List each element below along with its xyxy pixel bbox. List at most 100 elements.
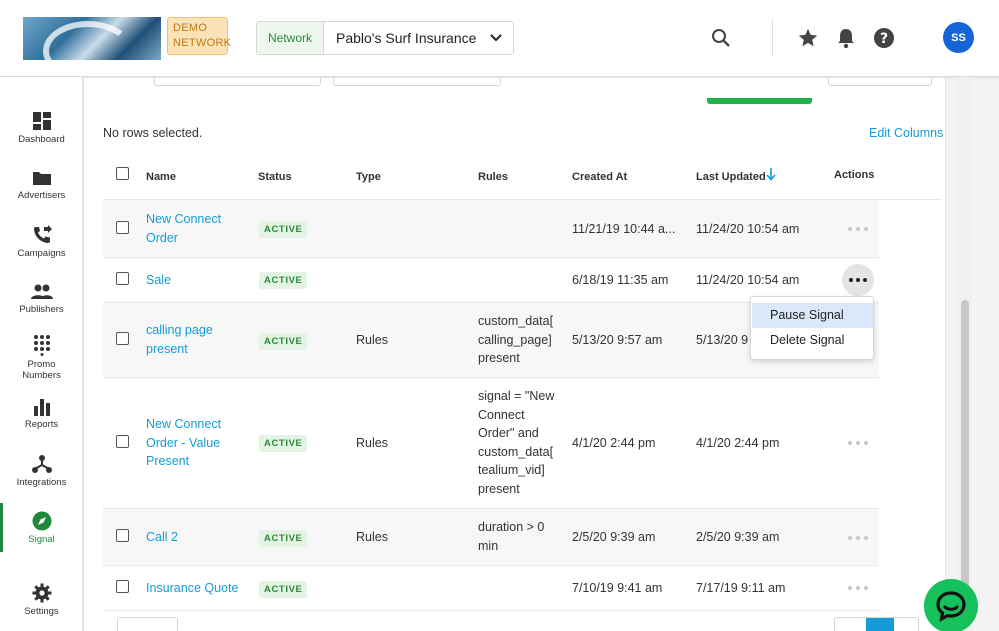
status-badge: ACTIVE [259,530,308,547]
sidebar-item-reports[interactable]: Reports [0,385,83,442]
created-at-cell: 4/1/20 2:44 pm [572,436,656,450]
status-badge: ACTIVE [259,221,308,238]
sidebar-item-label: Publishers [19,303,64,315]
status-badge: ACTIVE [259,435,308,452]
last-updated-cell: 11/24/20 10:54 am [696,273,800,287]
row-checkbox[interactable] [116,221,129,234]
signal-name-link[interactable]: New Connect Order [146,212,222,245]
sidebar: Dashboard Advertisers Campaigns Publishe… [0,77,83,631]
sidebar-item-campaigns[interactable]: Campaigns [0,213,83,270]
hub-icon [31,454,52,473]
demo-network-badge: DEMO NETWORK [167,17,231,55]
created-at-cell: 6/18/19 11:35 am [572,273,669,287]
row-actions-button[interactable] [848,535,868,541]
chevron-down-icon [479,22,513,54]
primary-button-stub[interactable] [707,98,812,104]
filter-input-stub[interactable] [154,78,321,86]
bar-chart-icon [33,398,50,416]
row-checkbox[interactable] [116,272,129,285]
last-updated-cell: 11/24/20 10:54 am [696,222,800,236]
sidebar-item-advertisers[interactable]: Advertisers [0,156,83,213]
signal-name-link[interactable]: Insurance Quote [146,581,239,595]
row-checkbox[interactable] [116,529,129,542]
row-actions-button[interactable] [848,226,868,232]
column-header-actions: Actions [834,169,875,181]
row-actions-button[interactable] [842,264,874,296]
signal-name-link[interactable]: Sale [146,273,172,287]
brand-logo[interactable] [23,17,161,60]
sidebar-item-integrations[interactable]: Integrations [0,442,83,499]
star-icon[interactable] [796,26,820,50]
rules-cell: signal = "New Connect Order" and custom_… [478,389,555,496]
phone-forward-icon [33,224,52,243]
sidebar-item-label: Signal [28,533,55,545]
pagination-stub[interactable] [834,617,919,631]
pause-signal-menu-item[interactable]: Pause Signal [752,303,873,328]
table-row: calling page present ACTIVE Rules custom… [103,303,879,378]
edit-columns-link[interactable]: Edit Columns [869,126,944,140]
created-at-cell: 2/5/20 9:39 am [572,530,656,544]
selection-status: No rows selected. [103,126,203,140]
help-icon[interactable]: ? [872,26,896,50]
select-all-checkbox[interactable] [116,167,129,180]
filter-select-stub[interactable] [333,78,501,86]
column-header-type[interactable]: Type [356,171,381,183]
row-action-menu: Pause Signal Delete Signal [750,296,874,360]
chat-bubble-icon [936,591,966,623]
row-actions-button[interactable] [848,585,868,591]
sidebar-item-promo-numbers[interactable]: Promo Numbers [0,329,83,386]
column-header-name[interactable]: Name [146,171,176,183]
column-header-created-at[interactable]: Created At [572,171,628,183]
dashboard-icon [32,111,51,130]
current-page-button[interactable] [866,618,894,631]
user-avatar[interactable]: SS [943,22,974,53]
page-size-select-stub[interactable] [117,617,178,631]
top-bar: DEMO NETWORK Network Pablo's Surf Insura… [0,0,999,77]
last-updated-cell: 4/1/20 2:44 pm [696,436,780,450]
network-selector[interactable]: Network Pablo's Surf Insurance [256,21,514,55]
column-header-last-updated[interactable]: Last Updated [696,171,766,183]
sidebar-item-publishers[interactable]: Publishers [0,270,83,327]
status-badge: ACTIVE [259,333,308,350]
column-header-status[interactable]: Status [258,171,292,183]
signals-card: No rows selected. Edit Columns Name Stat… [83,77,946,631]
signal-name-link[interactable]: Call 2 [146,530,178,544]
row-checkbox[interactable] [116,580,129,593]
network-value: Pablo's Surf Insurance [336,30,477,46]
created-at-cell: 11/21/19 10:44 a... [572,222,676,236]
dialpad-icon [33,335,50,356]
table-row: New Connect Order ACTIVE 11/21/19 10:44 … [103,200,879,258]
sidebar-item-label: Advertisers [17,189,66,201]
divider [772,20,773,56]
scrollbar-thumb[interactable] [961,300,969,620]
status-badge: ACTIVE [259,272,308,289]
sidebar-item-label: Settings [24,605,59,617]
type-cell: Rules [356,333,388,347]
gear-icon [32,583,51,602]
sidebar-item-label: Promo Numbers [22,359,61,381]
row-actions-button[interactable] [848,440,868,446]
sidebar-item-label: Integrations [16,476,67,488]
main-content: No rows selected. Edit Columns Name Stat… [83,77,999,631]
search-icon[interactable] [709,26,733,50]
delete-signal-menu-item[interactable]: Delete Signal [770,333,845,347]
chat-launcher-button[interactable] [924,579,978,631]
bell-icon[interactable] [834,26,858,50]
sidebar-item-signal[interactable]: Signal [0,499,83,556]
table-header: Name Status Type Rules Created At Last U… [103,153,942,200]
signal-name-link[interactable]: calling page present [146,323,213,356]
row-checkbox[interactable] [116,332,129,345]
row-checkbox[interactable] [116,435,129,448]
last-updated-cell: 5/13/20 9 [696,333,749,347]
last-updated-cell: 2/5/20 9:39 am [696,530,780,544]
secondary-button-stub[interactable] [828,78,932,86]
status-badge: ACTIVE [259,581,308,598]
type-cell: Rules [356,436,388,450]
sidebar-item-dashboard[interactable]: Dashboard [0,99,83,156]
network-label: Network [257,22,324,54]
column-header-rules[interactable]: Rules [478,171,508,183]
sidebar-item-settings[interactable]: Settings [0,571,83,628]
sort-descending-icon[interactable] [766,167,776,186]
last-updated-cell: 7/17/19 9:11 am [696,581,786,595]
signal-name-link[interactable]: New Connect Order - Value Present [146,417,222,468]
